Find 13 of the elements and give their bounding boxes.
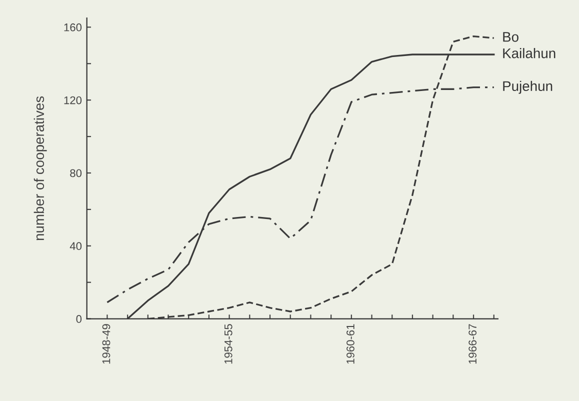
series-label: Kailahun [503,48,556,58]
series-label: Bo [503,32,518,42]
y-axis-title: number of cooperatives [34,96,47,240]
y-tick-label: 80 [70,169,82,178]
y-tick-label: 160 [64,23,82,32]
y-tick-label: 40 [70,242,82,250]
x-tick-label: 1954-55 [224,324,232,364]
series-label: Pujehun [503,80,552,94]
y-tick-label: 0 [76,315,82,323]
y-tick-label: 120 [64,96,82,104]
x-tick-label: 1948-49 [102,324,110,364]
x-tick-label: 1960-61 [346,324,354,364]
x-tick-label: 1966-67 [468,324,476,364]
